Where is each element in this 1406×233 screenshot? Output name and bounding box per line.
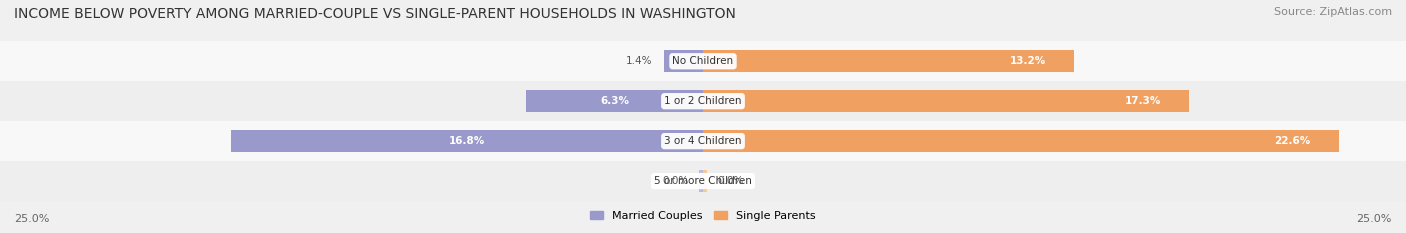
- Text: 17.3%: 17.3%: [1125, 96, 1161, 106]
- Bar: [703, 90, 1189, 112]
- Bar: [0, 81, 1406, 121]
- Bar: [0, 41, 1406, 81]
- Text: 3 or 4 Children: 3 or 4 Children: [664, 136, 742, 146]
- Text: 22.6%: 22.6%: [1274, 136, 1310, 146]
- Text: INCOME BELOW POVERTY AMONG MARRIED-COUPLE VS SINGLE-PARENT HOUSEHOLDS IN WASHING: INCOME BELOW POVERTY AMONG MARRIED-COUPL…: [14, 7, 735, 21]
- Text: 16.8%: 16.8%: [449, 136, 485, 146]
- Bar: [231, 130, 703, 152]
- Text: 1 or 2 Children: 1 or 2 Children: [664, 96, 742, 106]
- Text: 6.3%: 6.3%: [600, 96, 628, 106]
- Text: 5 or more Children: 5 or more Children: [654, 176, 752, 186]
- Bar: [703, 130, 1339, 152]
- Bar: [703, 170, 707, 192]
- Text: 0.0%: 0.0%: [662, 176, 689, 186]
- Text: 25.0%: 25.0%: [1357, 214, 1392, 224]
- Text: Source: ZipAtlas.com: Source: ZipAtlas.com: [1274, 7, 1392, 17]
- Text: 25.0%: 25.0%: [14, 214, 49, 224]
- Text: 1.4%: 1.4%: [626, 56, 652, 66]
- Bar: [664, 50, 703, 72]
- Bar: [703, 50, 1074, 72]
- Bar: [699, 170, 703, 192]
- Text: 13.2%: 13.2%: [1010, 56, 1046, 66]
- Legend: Married Couples, Single Parents: Married Couples, Single Parents: [586, 206, 820, 225]
- Text: 0.0%: 0.0%: [717, 176, 744, 186]
- Bar: [0, 121, 1406, 161]
- Text: No Children: No Children: [672, 56, 734, 66]
- Bar: [526, 90, 703, 112]
- Bar: [0, 161, 1406, 201]
